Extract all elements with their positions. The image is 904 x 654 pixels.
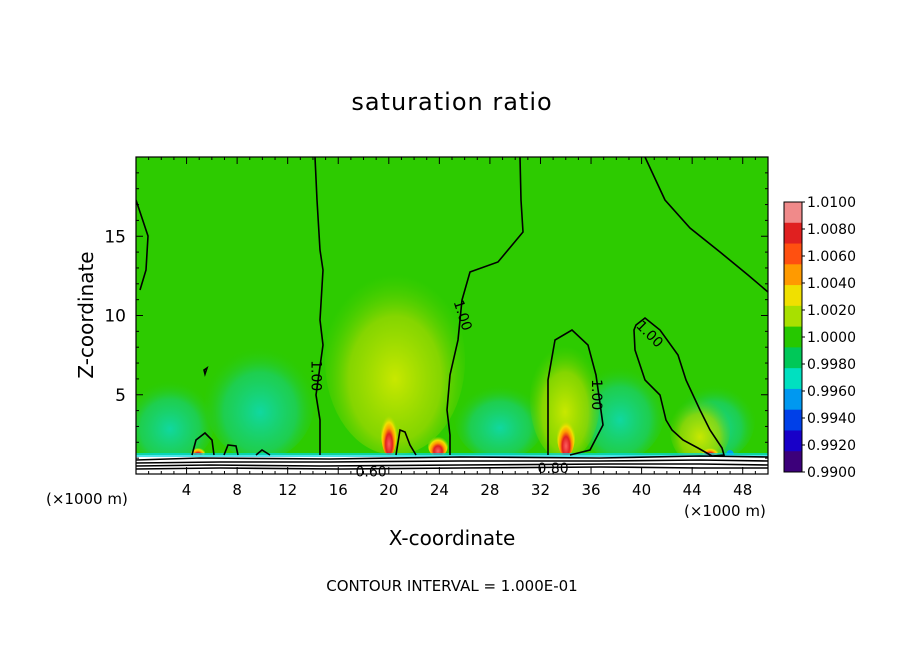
colorbar-swatch [784, 285, 802, 307]
x-tick-label: 12 [278, 481, 297, 499]
contour-lines [136, 157, 768, 470]
field-patch [205, 340, 315, 460]
colorbar-swatch [784, 347, 802, 369]
x-tick-label: 8 [232, 481, 242, 499]
colorbar-swatch [784, 222, 802, 245]
y-tick-label: 15 [104, 227, 126, 247]
contour-line [644, 157, 768, 293]
colorbar-swatch [784, 326, 802, 348]
colorbar-swatch [784, 430, 802, 452]
surface-layer-edge [136, 453, 768, 457]
field-patch [455, 380, 545, 460]
x-tick-label: 44 [683, 481, 702, 499]
x-tick-label: 4 [182, 481, 192, 499]
field-hotspot [428, 433, 448, 457]
contour-line [203, 366, 209, 377]
field-hotspot [381, 408, 397, 456]
x-tick-label: 24 [430, 481, 449, 499]
colorbar-swatch [784, 368, 802, 390]
colorbar-swatch [784, 409, 802, 431]
colorbar-label: 0.9960 [807, 384, 856, 400]
colorbar-swatch [784, 264, 802, 286]
colorbar-label: 0.9900 [807, 465, 856, 481]
y-axis-label: Z-coordinate [74, 251, 98, 379]
contour-line [136, 466, 768, 470]
contour-line [136, 199, 149, 291]
y-axis: 5 10 15 [104, 172, 768, 459]
colorbar-swatch [784, 305, 802, 328]
field-hotspot [557, 413, 575, 457]
x-axis: 4 8 12 16 20 24 28 32 36 40 44 48 [148, 157, 756, 499]
x-tick-label: 36 [581, 481, 600, 499]
colorbar-label: 0.9940 [807, 411, 856, 427]
contour-line [136, 463, 768, 467]
x-tick-label: 32 [531, 481, 550, 499]
colorbar: 1.0100 1.0080 1.0060 1.0040 1.0020 1.0000 0.99… [783, 195, 856, 481]
contour-line [395, 428, 417, 456]
contour-label: 1.00 [588, 379, 604, 410]
contour-line [136, 459, 768, 464]
colorbar-label: 0.9920 [807, 438, 856, 454]
y-tick-label: 10 [104, 307, 126, 327]
colorbar-label: 1.0060 [807, 249, 856, 265]
colorbar-label: 1.0020 [807, 303, 856, 319]
contour-line [223, 444, 239, 456]
saturation-field [136, 157, 768, 474]
x-axis-label: X-coordinate [388, 526, 516, 550]
contour-label: 0.60 [356, 464, 387, 480]
colorbar-label: 1.0040 [807, 276, 856, 292]
contour-label: 1.00 [307, 360, 323, 391]
x-tick-label: 20 [379, 481, 398, 499]
x-tick-label: 16 [329, 481, 348, 499]
x-axis-unit-right: (×1000 m) [684, 502, 766, 520]
colorbar-swatch [784, 202, 802, 224]
x-tick-label: 28 [480, 481, 499, 499]
contour-line [314, 157, 324, 455]
chart-title: saturation ratio [351, 88, 553, 116]
x-axis-unit-left: (×1000 m) [46, 490, 128, 508]
x-tick-label: 40 [632, 481, 651, 499]
y-tick-label: 5 [115, 386, 126, 406]
colorbar-label: 1.0000 [807, 330, 856, 346]
colorbar-label: 0.9980 [807, 357, 856, 373]
contour-interval-note: CONTOUR INTERVAL = 1.000E-01 [326, 577, 578, 595]
contour-line [547, 329, 604, 456]
colorbar-label: 1.0080 [807, 222, 856, 238]
colorbar-swatch [784, 243, 802, 265]
contour-line [446, 157, 524, 455]
contour-line [136, 455, 768, 461]
field-patch [325, 265, 465, 455]
contour-line [191, 431, 215, 456]
x-tick-label: 48 [733, 481, 752, 499]
colorbar-swatch [784, 451, 802, 473]
colorbar-label: 1.0100 [807, 195, 856, 211]
contour-line [255, 449, 271, 456]
contour-label: 0.80 [538, 461, 569, 477]
colorbar-swatch [784, 388, 802, 411]
